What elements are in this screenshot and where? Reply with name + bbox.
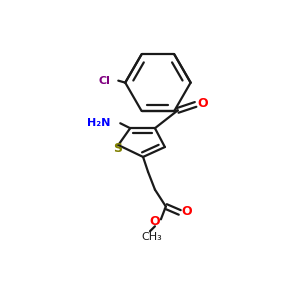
Text: S: S: [113, 142, 122, 154]
Text: O: O: [150, 215, 160, 228]
Text: CH₃: CH₃: [142, 232, 162, 242]
Text: O: O: [197, 97, 208, 110]
Text: H₂N: H₂N: [87, 118, 110, 128]
Text: O: O: [181, 205, 192, 218]
Text: Cl: Cl: [98, 76, 110, 85]
